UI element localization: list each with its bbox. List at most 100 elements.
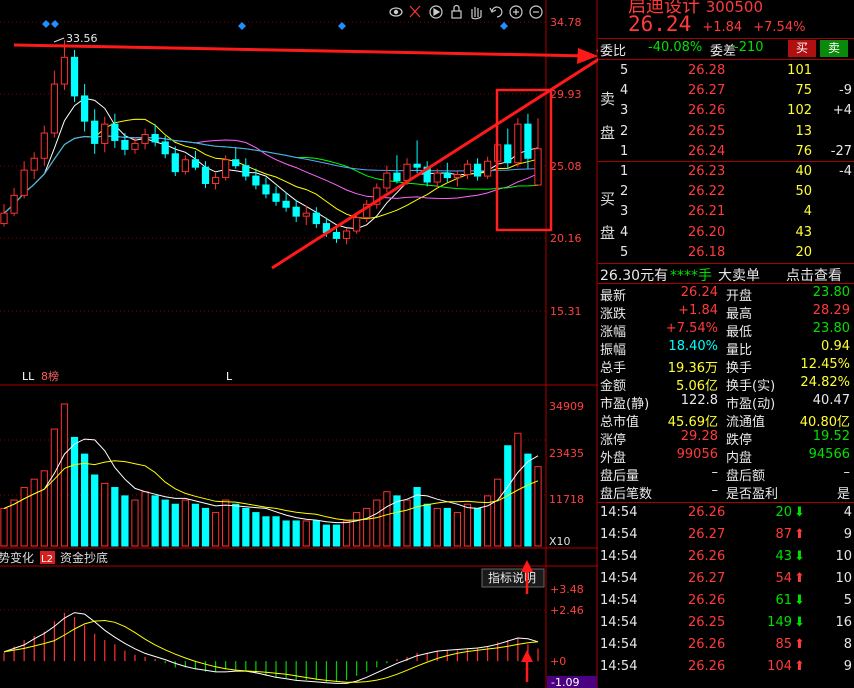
stat-label: 跌停 (726, 433, 753, 448)
indicator-info-button[interactable]: 指标说明 (488, 570, 536, 585)
buy-side-char: 买 (600, 190, 616, 208)
volume-bar (141, 491, 149, 547)
candle-body (252, 175, 260, 186)
candle-body (121, 139, 129, 150)
stat-row: 振幅 18.40% 量比 0.94 (598, 337, 854, 358)
price-change: +1.84 (702, 20, 743, 35)
ask-change: -27 (830, 143, 852, 159)
order-diff-value: -210 (734, 40, 764, 55)
stat-value: 19.52 (812, 429, 850, 444)
order-ratio-row: 委比 -40.08% 委差 -210 (598, 38, 854, 59)
stat-value: – (711, 483, 719, 498)
stat-value: 29.28 (680, 429, 718, 444)
arrow-down-icon: ⬇ (794, 505, 805, 520)
volume-bar (151, 495, 159, 547)
volume-tick-label: X10 (549, 535, 571, 548)
stat-value: 23.80 (812, 285, 850, 300)
candle-body (131, 142, 139, 150)
tick-volume: 149 (767, 615, 792, 630)
tick-time: 14:54 (600, 527, 638, 542)
tab-trend-change[interactable]: 势变化 (0, 550, 34, 565)
stat-value: 23.80 (812, 321, 850, 336)
stat-row: 盘后笔数 – 是否盈利 是 (598, 481, 854, 502)
stat-row: 涨停 29.28 跌停 19.52 (598, 427, 854, 448)
volume-bar (80, 453, 89, 547)
stat-value: 是 (836, 487, 850, 502)
bid-price: 26.20 (688, 224, 726, 240)
ask-level: 5 (620, 63, 629, 78)
tick-volume: 61 (775, 593, 792, 608)
stat-row: 金额 5.06亿 换手(实) 24.82% (598, 373, 854, 394)
volume-bars (0, 403, 542, 547)
zoom-in-icon[interactable] (509, 5, 523, 19)
volume-ma-line (3, 460, 539, 521)
stat-label: 是否盈利 (726, 487, 779, 502)
volume-bar (262, 516, 270, 547)
ask-price: 26.24 (688, 143, 726, 159)
ask-level: 3 (620, 103, 629, 119)
kline-chart[interactable]: 34.78 29.93 25.08 20.16 15.31 34909 2343… (0, 0, 598, 688)
stat-label: 盘后量 (600, 469, 640, 484)
zoom-out-icon[interactable] (529, 5, 543, 19)
stat-value: 45.69亿 (667, 415, 718, 430)
big-order-view-link[interactable]: 点击查看 (786, 268, 842, 284)
candle-body (473, 163, 482, 177)
undo-icon[interactable] (489, 6, 503, 18)
stat-value: 19.36万 (667, 361, 718, 376)
volume-bar (50, 428, 59, 547)
price-tick-label: 29.93 (550, 88, 582, 101)
volume-bar (0, 507, 8, 547)
macd-line (3, 612, 539, 684)
stat-label: 涨跌 (600, 307, 627, 322)
candle-body (201, 166, 210, 184)
tick-volume: 43 (775, 549, 792, 564)
order-ratio-value: -40.08% (648, 40, 703, 55)
signal-diamond (338, 22, 346, 30)
eye-icon[interactable] (389, 7, 403, 17)
stat-value: +7.54% (665, 321, 718, 336)
tick-row: 14:54 26.26 85 8 (598, 635, 854, 655)
signal-diamond (238, 22, 246, 30)
cut-icon[interactable] (409, 5, 421, 18)
ask-price: 26.27 (688, 83, 726, 99)
stat-label: 流通值 (726, 415, 766, 430)
stat-value: 26.24 (680, 285, 718, 300)
hand-icon[interactable] (471, 7, 482, 20)
macd-tick-label: +3.48 (550, 583, 584, 596)
lock-icon[interactable] (451, 4, 462, 19)
candle-body (20, 169, 28, 196)
tick-price: 26.27 (688, 527, 726, 542)
stat-row: 总手 19.36万 换手 12.45% (598, 355, 854, 376)
order-diff-label: 委差 (710, 44, 737, 59)
stat-value: 12.45% (800, 357, 850, 372)
volume-bar (373, 499, 381, 547)
volume-bar (312, 520, 320, 547)
volume-bar (393, 495, 401, 547)
big-order-row[interactable]: 26.30元有 ****手 大卖单 点击查看 (598, 263, 854, 284)
volume-bar (423, 503, 431, 547)
candle-body (373, 187, 381, 205)
marker-bang-box (40, 369, 60, 382)
stat-label: 换手(实) (726, 379, 776, 394)
arrow-up-icon: ⬆ (794, 571, 805, 586)
bid-volume: 20 (795, 244, 812, 260)
buy-button[interactable]: 买 (788, 40, 816, 57)
play-icon[interactable] (429, 5, 443, 19)
volume-bar (292, 520, 300, 547)
ask-row: 2 26.25 13 (598, 122, 854, 142)
stat-label: 市盈(静) (600, 397, 650, 412)
ask-level: 1 (620, 143, 629, 159)
volume-tick-label: 11718 (549, 493, 584, 506)
sell-button[interactable]: 卖 (820, 40, 848, 57)
stat-value: 28.29 (812, 303, 850, 318)
candle-body (211, 177, 220, 184)
stat-value: – (843, 465, 851, 480)
stat-row: 总市值 45.69亿 流通值 40.80亿 (598, 409, 854, 430)
volume-bar (181, 499, 189, 547)
candle-body (151, 134, 159, 143)
volume-bar (252, 512, 260, 547)
tab-capital-bottom[interactable]: 资金抄底 (60, 550, 108, 565)
ask-volume: 102 (787, 103, 812, 119)
tick-row: 14:54 26.25 149 16 (598, 613, 854, 633)
stat-label: 最新 (600, 289, 627, 304)
